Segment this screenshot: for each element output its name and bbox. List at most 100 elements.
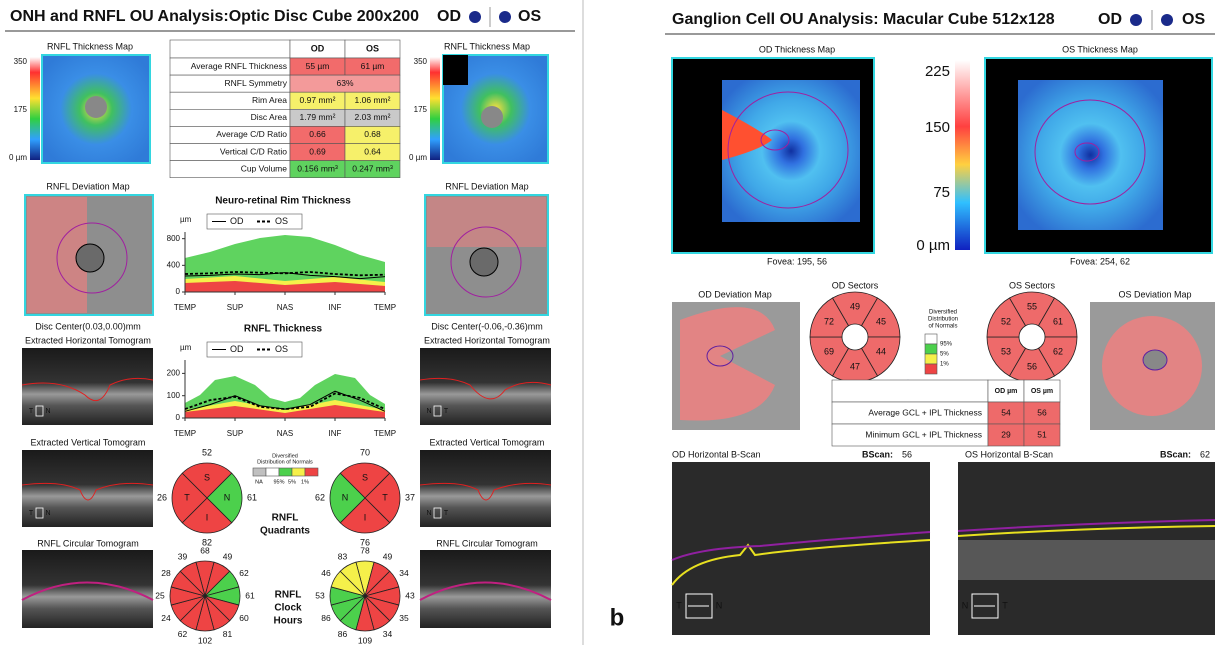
eye-label: OS	[518, 8, 541, 25]
orientation-label: N	[426, 408, 431, 415]
quadrant-value: 62	[315, 492, 325, 502]
sector-value: 62	[1053, 346, 1063, 356]
orientation-label: N	[426, 510, 431, 517]
y-tick-label: 0	[176, 287, 181, 296]
chart-title: Clock	[274, 603, 302, 614]
row-label: Cup Volume	[241, 163, 288, 173]
map-label: OD Thickness Map	[759, 44, 835, 54]
disc-center: Disc Center(-0.06,-0.36)mm	[431, 321, 543, 331]
legend-swatch	[253, 468, 266, 476]
bscan-image	[672, 462, 930, 635]
scale-label: 175	[14, 105, 28, 114]
quadrant-value: 70	[360, 447, 370, 457]
page: ONH and RNFL OU Analysis:Optic Disc Cube…	[0, 0, 1215, 645]
map-label: RNFL Deviation Map	[46, 181, 129, 191]
chart-title: RNFL	[275, 590, 302, 601]
orientation-label: N	[716, 600, 723, 610]
legend-label: 95%	[273, 479, 284, 485]
bscan-key: BScan:	[1160, 449, 1191, 459]
quadrant-value: 37	[405, 492, 415, 502]
eye-dot	[1161, 14, 1173, 26]
cell-value: 0.69	[309, 146, 326, 156]
x-tick-label: SUP	[227, 303, 243, 312]
macular-map	[1018, 80, 1163, 230]
disc-outline	[76, 244, 104, 272]
legend-label: 5%	[940, 352, 949, 358]
row-label: Average C/D Ratio	[216, 129, 287, 139]
cell-value: 54	[1001, 407, 1011, 417]
eye-dot	[499, 11, 511, 23]
sector-value: 49	[850, 301, 860, 311]
x-tick-label: TEMP	[174, 303, 196, 312]
legend-label: 1%	[301, 479, 309, 485]
y-tick-label: 100	[167, 391, 181, 400]
orientation-label: N	[962, 600, 969, 610]
table-header: OS	[366, 43, 379, 53]
clock-value: 49	[223, 551, 233, 561]
orientation-label: N	[45, 408, 50, 415]
cell-value: 0.64	[364, 146, 381, 156]
clock-value: 46	[321, 568, 331, 578]
x-tick-label: SUP	[227, 429, 243, 438]
legend-label: 95%	[940, 342, 953, 348]
bscan-label: OS Horizontal B-Scan	[965, 449, 1053, 459]
bscan-key: BScan:	[862, 449, 893, 459]
table-header: OS µm	[1031, 388, 1053, 395]
orientation-label: T	[444, 408, 449, 415]
eye-label: OD	[437, 8, 461, 25]
map-label: RNFL Deviation Map	[445, 181, 528, 191]
clock-value: 43	[405, 590, 415, 600]
quadrant-label: I	[364, 512, 367, 522]
sector-value: 45	[876, 316, 886, 326]
legend-label: OD	[230, 344, 244, 354]
quadrant-value: 52	[202, 447, 212, 457]
orientation-label: N	[45, 510, 50, 517]
row-label: Rim Area	[252, 95, 287, 105]
orientation-label: T	[29, 510, 34, 517]
sector-value: 52	[1001, 316, 1011, 326]
table-header: OD	[311, 43, 325, 53]
scale-label: 75	[933, 184, 950, 201]
legend-title: of Normals	[928, 324, 957, 330]
legend-swatch	[925, 344, 937, 354]
sector-value: 53	[1001, 346, 1011, 356]
cell-value: 0.247 mm³	[352, 163, 393, 173]
legend-swatch	[266, 468, 279, 476]
cell-value: 55 µm	[306, 61, 330, 71]
row-label: Average GCL + IPL Thickness	[868, 407, 982, 417]
legend-swatch	[925, 334, 937, 344]
scale-label: 350	[414, 57, 428, 66]
fovea-label: Fovea: 254, 62	[1070, 256, 1130, 266]
x-tick-label: TEMP	[174, 429, 196, 438]
cell-value: 56	[1037, 407, 1047, 417]
row-label: Minimum GCL + IPL Thickness	[865, 429, 982, 439]
cell-value: 63%	[336, 78, 353, 88]
x-tick-label: NAS	[277, 429, 293, 438]
clock-value: 25	[155, 590, 165, 600]
panel-title: ONH and RNFL OU Analysis:Optic Disc Cube…	[10, 8, 419, 25]
tomogram-label: RNFL Circular Tomogram	[37, 538, 139, 548]
fovea-label: Fovea: 195, 56	[767, 256, 827, 266]
y-tick-label: 800	[167, 234, 181, 243]
clock-value: 62	[178, 629, 188, 639]
y-tick-label: 400	[167, 260, 181, 269]
legend-swatch	[292, 468, 305, 476]
tomogram-image	[22, 550, 153, 628]
legend-label: 5%	[288, 479, 296, 485]
axis-unit: µm	[180, 343, 192, 352]
legend-label: 1%	[940, 362, 949, 368]
clock-value: 78	[360, 545, 370, 555]
y-tick-label: 200	[167, 368, 181, 377]
map-label: RNFL Thickness Map	[47, 41, 133, 51]
x-tick-label: INF	[329, 429, 342, 438]
sector-value: 72	[824, 316, 834, 326]
chart-title: Hours	[274, 616, 303, 627]
map-label: OS Deviation Map	[1118, 289, 1191, 299]
legend-swatch	[279, 468, 292, 476]
tomogram-label: Extracted Vertical Tomogram	[31, 437, 146, 447]
orientation-label: T	[444, 510, 449, 517]
legend-swatch	[305, 468, 318, 476]
clock-value: 86	[338, 629, 348, 639]
legend-title: Diversified	[929, 310, 957, 316]
sector-value: 69	[824, 346, 834, 356]
